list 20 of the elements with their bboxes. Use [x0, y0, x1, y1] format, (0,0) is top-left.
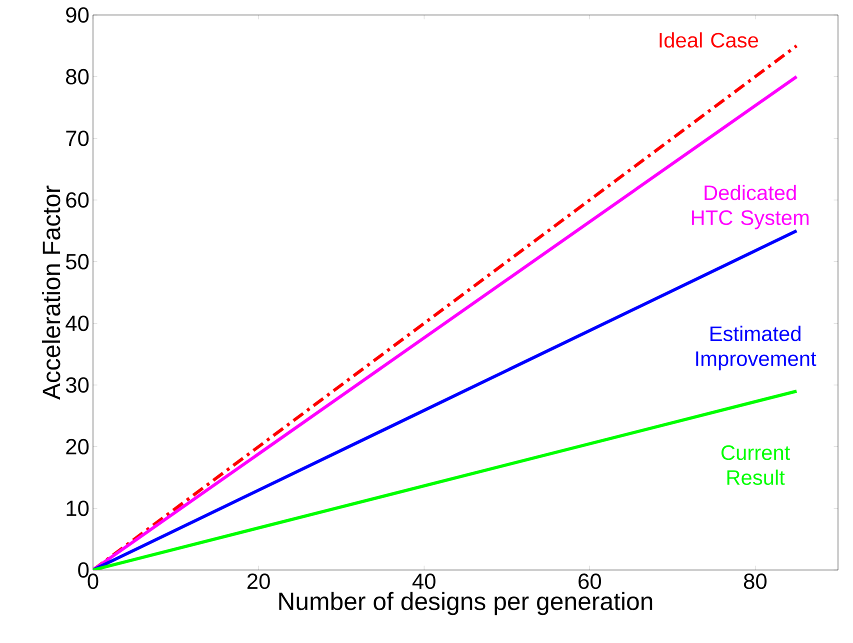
x-tick-label: 40 [412, 574, 436, 590]
y-tick-label: 20 [66, 438, 89, 454]
x-tick-label: 60 [578, 574, 601, 590]
y-tick-label: 60 [66, 192, 89, 208]
series-label: Dedicated HTC System [692, 184, 809, 230]
series-label: Current Result [721, 445, 790, 485]
y-tick-label: 0 [78, 562, 89, 578]
y-tick-label: 50 [66, 254, 89, 270]
y-axis-title: Acceleration Factor [42, 186, 60, 400]
y-tick-label: 10 [66, 500, 89, 516]
y-tick-label: 70 [66, 130, 89, 146]
y-tick-label: 80 [66, 68, 89, 84]
x-tick-label: 20 [247, 574, 270, 590]
y-tick-label: 40 [66, 316, 89, 332]
y-tick-label: 30 [66, 377, 89, 393]
text: Estimated Improvement [696, 326, 816, 370]
series-label: Ideal Case [660, 32, 758, 48]
x-tick-label: 80 [744, 574, 767, 590]
x-axis-title: Number of designs per generation [279, 592, 652, 616]
y-tick-label: 90 [66, 7, 89, 23]
